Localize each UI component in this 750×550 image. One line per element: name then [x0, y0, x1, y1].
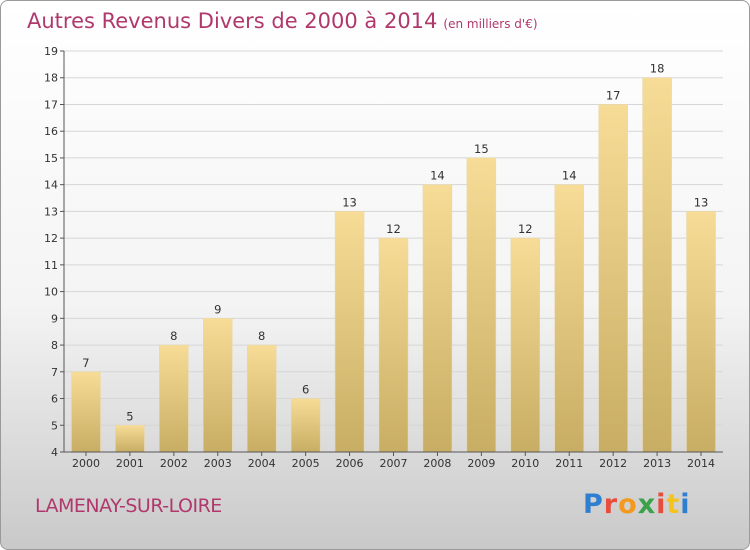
- x-tick-label: 2008: [423, 457, 451, 470]
- bar-value-label: 12: [518, 222, 533, 236]
- commune-name: LAMENAY-SUR-LOIRE: [35, 495, 222, 517]
- bar: [686, 211, 716, 453]
- axes: 4 5 6 7 8 9 10 11 12 13 14 15 16 17 18 19 2000 2001 2002 20…: [44, 45, 723, 470]
- x-tick-label: 2010: [511, 457, 539, 470]
- bar-value-label: 18: [650, 62, 665, 76]
- x-tick-label: 2009: [467, 457, 495, 470]
- logo-letter: i: [680, 489, 691, 520]
- bar: [598, 104, 628, 453]
- bar: [159, 344, 189, 453]
- bar-value-label: 15: [474, 142, 489, 156]
- chart-title-text: Autres Revenus Divers de 2000 à 2014: [27, 9, 438, 33]
- bar-value-label: 17: [606, 88, 621, 102]
- y-tick-label: 12: [44, 232, 58, 245]
- bar: [334, 211, 365, 453]
- y-tick-label: 6: [51, 393, 58, 406]
- y-tick-label: 10: [44, 286, 58, 299]
- bar: [466, 157, 497, 453]
- x-tick-label: 2007: [380, 457, 408, 470]
- chart-unit: (en milliers d'€): [443, 17, 538, 31]
- y-tick-label: 8: [51, 339, 58, 352]
- y-tick-label: 5: [51, 419, 58, 432]
- bars: 7 5 8 9 8 6 13 12 14 15 12 14 17 18 13: [71, 62, 716, 453]
- y-tick-label: 16: [44, 125, 58, 138]
- chart-title: Autres Revenus Divers de 2000 à 2014 (en …: [27, 9, 538, 33]
- x-tick-label: 2012: [599, 457, 627, 470]
- bar: [642, 77, 672, 453]
- y-tick-label: 15: [44, 152, 58, 165]
- x-tick-label: 2001: [116, 457, 144, 470]
- y-tick-label: 7: [51, 366, 58, 379]
- x-tick-label: 2000: [72, 457, 100, 470]
- y-tick-label: 4: [51, 446, 58, 459]
- bar-value-label: 13: [694, 195, 709, 209]
- logo-letter: x: [637, 489, 657, 520]
- x-tick-label: 2004: [248, 457, 276, 470]
- x-tick-label: 2014: [687, 457, 715, 470]
- x-tick-label: 2005: [292, 457, 320, 470]
- y-tick-label: 9: [51, 312, 58, 325]
- x-tick-label: 2002: [160, 457, 188, 470]
- bar: [422, 184, 453, 453]
- y-tick-label: 11: [44, 259, 58, 272]
- logo-letter: o: [618, 489, 638, 520]
- bar: [378, 237, 409, 453]
- bar: [203, 318, 233, 453]
- x-tick-label: 2013: [643, 457, 671, 470]
- logo-letter: P: [583, 489, 604, 520]
- bar: [115, 425, 145, 453]
- y-tick-label: 17: [44, 98, 58, 111]
- bar: [246, 344, 277, 453]
- bar-value-label: 14: [430, 169, 445, 183]
- bar-value-label: 6: [302, 383, 309, 397]
- bar-value-label: 5: [126, 409, 133, 423]
- bar-value-label: 7: [82, 356, 89, 370]
- x-tick-label: 2003: [204, 457, 232, 470]
- y-tick-label: 13: [44, 205, 58, 218]
- bar: [71, 371, 101, 453]
- x-tick-label: 2011: [555, 457, 583, 470]
- bar-value-label: 13: [342, 195, 357, 209]
- bar-value-label: 8: [258, 329, 265, 343]
- bar: [510, 237, 541, 453]
- y-tick-label: 19: [44, 45, 58, 58]
- bar: [290, 398, 321, 453]
- bar-value-label: 8: [170, 329, 177, 343]
- logo-letter: i: [656, 489, 667, 520]
- bar-chart: 7 5 8 9 8 6 13 12 14 15 12 14 17 18 13 4 5 6 7 8 9 10 11 12 13 1…: [44, 45, 723, 470]
- y-tick-label: 18: [44, 72, 58, 85]
- bar-value-label: 14: [562, 169, 577, 183]
- x-tick-label: 2006: [336, 457, 364, 470]
- bar: [554, 184, 584, 453]
- bar-value-label: 12: [386, 222, 401, 236]
- logo-letter: r: [603, 489, 619, 520]
- y-tick-label: 14: [44, 179, 58, 192]
- proxiti-logo: Proxiti: [583, 489, 691, 520]
- bar-value-label: 9: [214, 302, 221, 316]
- logo-letter: t: [666, 489, 681, 520]
